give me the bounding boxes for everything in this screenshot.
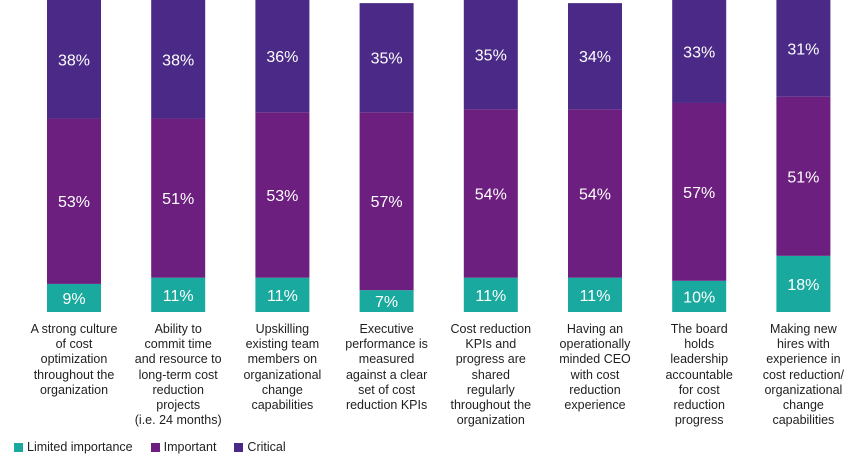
- bar-segment-limited-importance-4: [359, 290, 414, 312]
- bar-segment-important-2: [151, 118, 206, 278]
- data-label-important-8: 51%: [787, 169, 819, 186]
- bar-segment-important-8: [776, 96, 831, 256]
- legend-label: Important: [163, 440, 217, 454]
- legend-swatch: [234, 442, 244, 452]
- category-label-4: Executive performance is measured agains…: [345, 322, 428, 413]
- bar-segment-limited-importance-7: [672, 280, 727, 312]
- data-label-limited-importance-7: 10%: [683, 289, 715, 306]
- legend-item-critical: Critical: [234, 440, 286, 454]
- bar-segment-limited-importance-3: [255, 277, 310, 312]
- data-label-critical-5: 35%: [475, 48, 507, 65]
- bar-segment-critical-4: [359, 3, 414, 113]
- bar-segment-limited-importance-8: [776, 255, 831, 312]
- bar-segment-critical-7: [672, 0, 727, 103]
- data-label-critical-1: 38%: [58, 52, 90, 69]
- bar-segment-limited-importance-1: [47, 283, 101, 312]
- bar-segment-critical-8: [776, 0, 831, 97]
- bar-segment-important-1: [47, 118, 101, 284]
- data-label-important-6: 54%: [579, 186, 611, 203]
- category-label-8: Making new hires with experience in cost…: [762, 322, 845, 428]
- bar-segment-important-7: [672, 102, 727, 281]
- category-label-6: Having an operationally minded CEO with …: [559, 322, 631, 413]
- data-label-critical-6: 34%: [579, 49, 611, 66]
- category-label-3: Upskilling existing team members on orga…: [243, 322, 322, 413]
- category-label-1: A strong culture of cost optimization th…: [30, 322, 118, 397]
- data-label-important-5: 54%: [475, 186, 507, 203]
- data-label-important-3: 53%: [266, 188, 298, 205]
- bar-segment-important-4: [359, 112, 414, 291]
- legend-item-limited-importance: Limited importance: [14, 440, 133, 454]
- legend-swatch: [14, 442, 23, 452]
- category-label-2: Ability to commit time and resource to l…: [134, 322, 222, 428]
- bar-segment-critical-1: [47, 0, 101, 119]
- category-label-7: The board holds leadership accountable f…: [665, 322, 733, 428]
- data-label-limited-importance-1: 9%: [62, 291, 85, 308]
- bar-segment-critical-5: [463, 0, 518, 110]
- bar-segment-important-5: [463, 109, 518, 278]
- data-label-critical-4: 35%: [371, 51, 403, 68]
- data-label-important-1: 53%: [58, 194, 90, 211]
- data-label-limited-importance-8: 18%: [787, 277, 819, 294]
- legend-label: Critical: [247, 440, 286, 454]
- data-label-limited-importance-4: 7%: [375, 294, 398, 311]
- bar-segment-important-3: [255, 112, 310, 278]
- bar-segment-important-6: [568, 109, 622, 278]
- bar-segment-critical-6: [568, 3, 622, 110]
- category-label-5: Cost reduction KPIs and progress are sha…: [450, 322, 532, 428]
- data-label-critical-7: 33%: [683, 44, 715, 61]
- data-label-limited-importance-2: 11%: [163, 288, 194, 305]
- legend-label: Limited importance: [27, 440, 133, 454]
- data-label-critical-3: 36%: [266, 49, 298, 66]
- bar-segment-critical-3: [255, 0, 310, 113]
- bar-segment-limited-importance-2: [151, 277, 206, 312]
- data-label-limited-importance-6: 11%: [580, 288, 611, 305]
- data-label-critical-8: 31%: [787, 41, 819, 58]
- data-label-important-7: 57%: [683, 185, 715, 202]
- legend-item-important: Important: [150, 440, 217, 454]
- bar-segment-critical-2: [151, 0, 206, 119]
- bar-segment-limited-importance-5: [463, 277, 518, 312]
- bar-segment-limited-importance-6: [568, 277, 622, 312]
- legend-swatch: [150, 442, 160, 452]
- data-label-limited-importance-5: 11%: [475, 288, 506, 305]
- legend: Limited importance Important Critical: [14, 440, 286, 454]
- data-label-critical-2: 38%: [162, 52, 194, 69]
- data-label-limited-importance-3: 11%: [267, 288, 298, 305]
- data-label-important-2: 51%: [162, 191, 194, 208]
- data-label-important-4: 57%: [371, 194, 403, 211]
